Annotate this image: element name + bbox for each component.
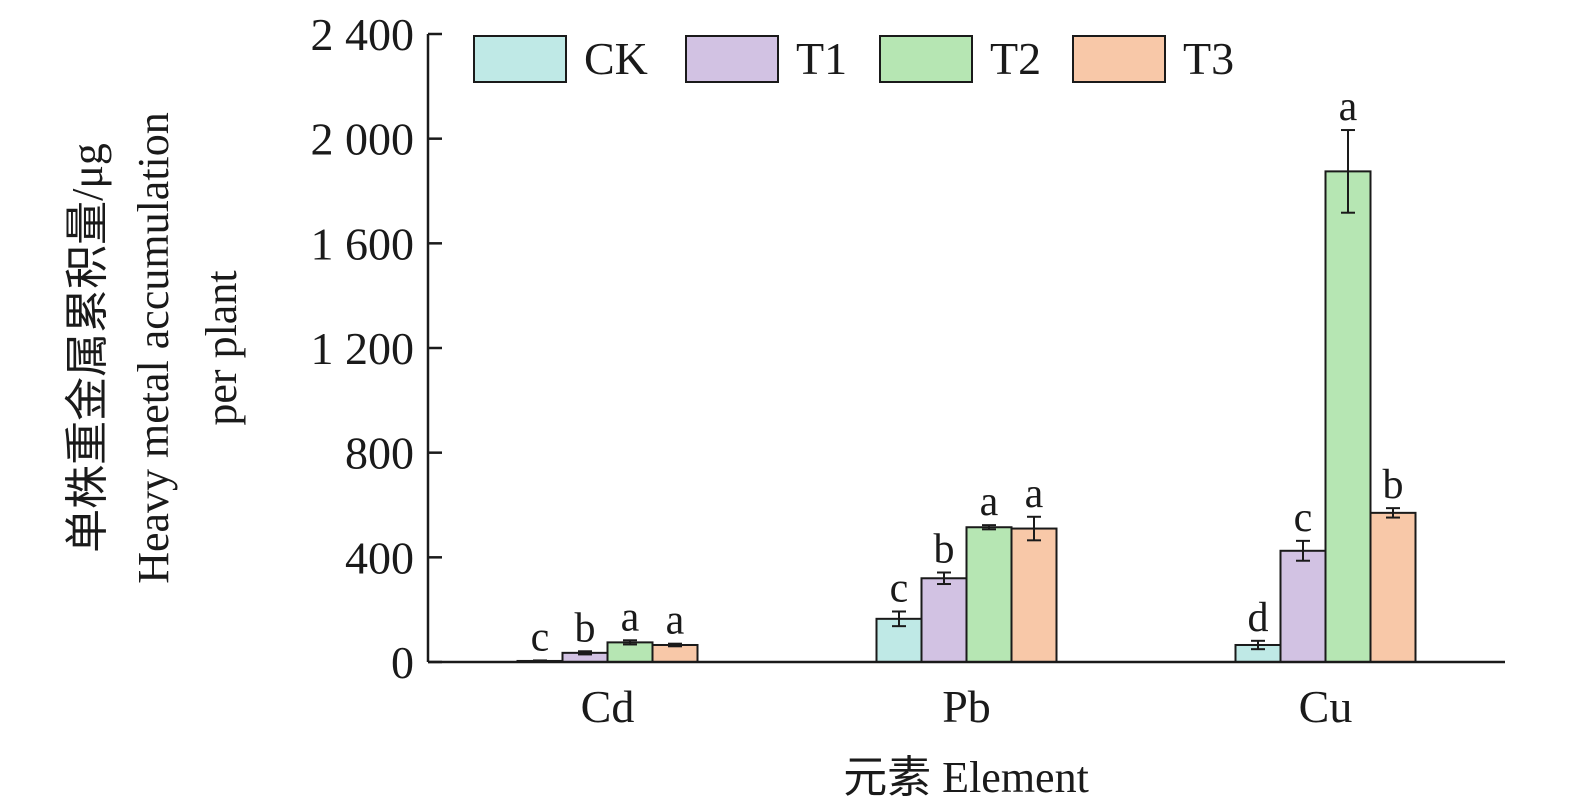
y-axis-title-line: 单株重金属累积量/μg <box>63 143 112 553</box>
y-tick-label: 0 <box>391 637 414 688</box>
significance-label: a <box>1339 84 1358 130</box>
error-bar <box>937 571 951 586</box>
x-category-label-Cd: Cd <box>581 681 635 732</box>
bar-T2-Cu <box>1324 170 1372 663</box>
bar-T3-Pb <box>1010 527 1058 663</box>
significance-label: b <box>575 605 596 651</box>
error-bar <box>1296 539 1310 562</box>
significance-label: d <box>1248 595 1269 641</box>
bar-T3-Cd <box>651 643 699 663</box>
legend-swatch <box>1072 35 1166 83</box>
legend-swatch <box>473 35 567 83</box>
error-bar <box>1251 639 1265 651</box>
error-bar <box>1027 515 1041 542</box>
error-bar <box>578 650 592 656</box>
bar-T1-Cu <box>1279 549 1327 664</box>
legend-label: T2 <box>990 33 1041 84</box>
legend-swatch <box>685 35 779 83</box>
y-tick-label: 800 <box>345 428 414 479</box>
significance-label: a <box>1025 471 1044 517</box>
y-axis-title-line: per plant <box>197 270 246 425</box>
error-bar <box>892 610 906 628</box>
y-tick-label: 1 200 <box>311 323 415 374</box>
legend-label: T1 <box>796 33 847 84</box>
x-category-labels: Cd Pb Cu <box>581 681 1353 732</box>
legend-label: T3 <box>1183 33 1234 84</box>
significance-label: b <box>1383 462 1404 508</box>
bar-T3-Cu <box>1369 511 1417 663</box>
bar-T2-Pb <box>965 526 1013 663</box>
legend-label: CK <box>584 33 648 84</box>
significance-label: c <box>1294 495 1313 541</box>
error-bar <box>1386 507 1400 519</box>
x-category-label-Cu: Cu <box>1299 681 1353 732</box>
x-axis-title: 元素 Element <box>843 753 1089 802</box>
legend-swatch <box>879 35 973 83</box>
error-bar <box>1341 129 1355 214</box>
significance-label: c <box>890 565 909 611</box>
significance-label: c <box>531 614 550 660</box>
legend-item-T2: T2 <box>879 33 1041 84</box>
significance-label: a <box>980 479 999 525</box>
y-tick-label: 2 400 <box>311 9 415 60</box>
legend: CK T1 T2 T3 <box>473 33 1234 84</box>
significance-label: a <box>666 598 685 644</box>
y-tick-label: 400 <box>345 532 414 583</box>
y-tick-label: 1 600 <box>311 218 415 269</box>
legend-item-CK: CK <box>473 33 648 84</box>
error-bar <box>623 639 637 646</box>
legend-item-T1: T1 <box>685 33 847 84</box>
error-bar <box>982 524 996 531</box>
significance-label: b <box>934 527 955 573</box>
bar-T1-Pb <box>920 577 968 663</box>
axes <box>426 34 1505 664</box>
error-bar <box>668 642 682 648</box>
y-axis-ticks: 0 400 800 1 200 1 600 2 000 2 400 <box>311 9 442 688</box>
y-axis-title-line: Heavy metal accumulation <box>129 112 178 584</box>
y-tick-label: 2 000 <box>311 114 415 165</box>
x-category-label-Pb: Pb <box>942 681 991 732</box>
significance-label: a <box>621 594 640 640</box>
legend-item-T3: T3 <box>1072 33 1234 84</box>
y-axis-title: 单株重金属累积量/μg Heavy metal accumulation per p… <box>63 112 246 584</box>
